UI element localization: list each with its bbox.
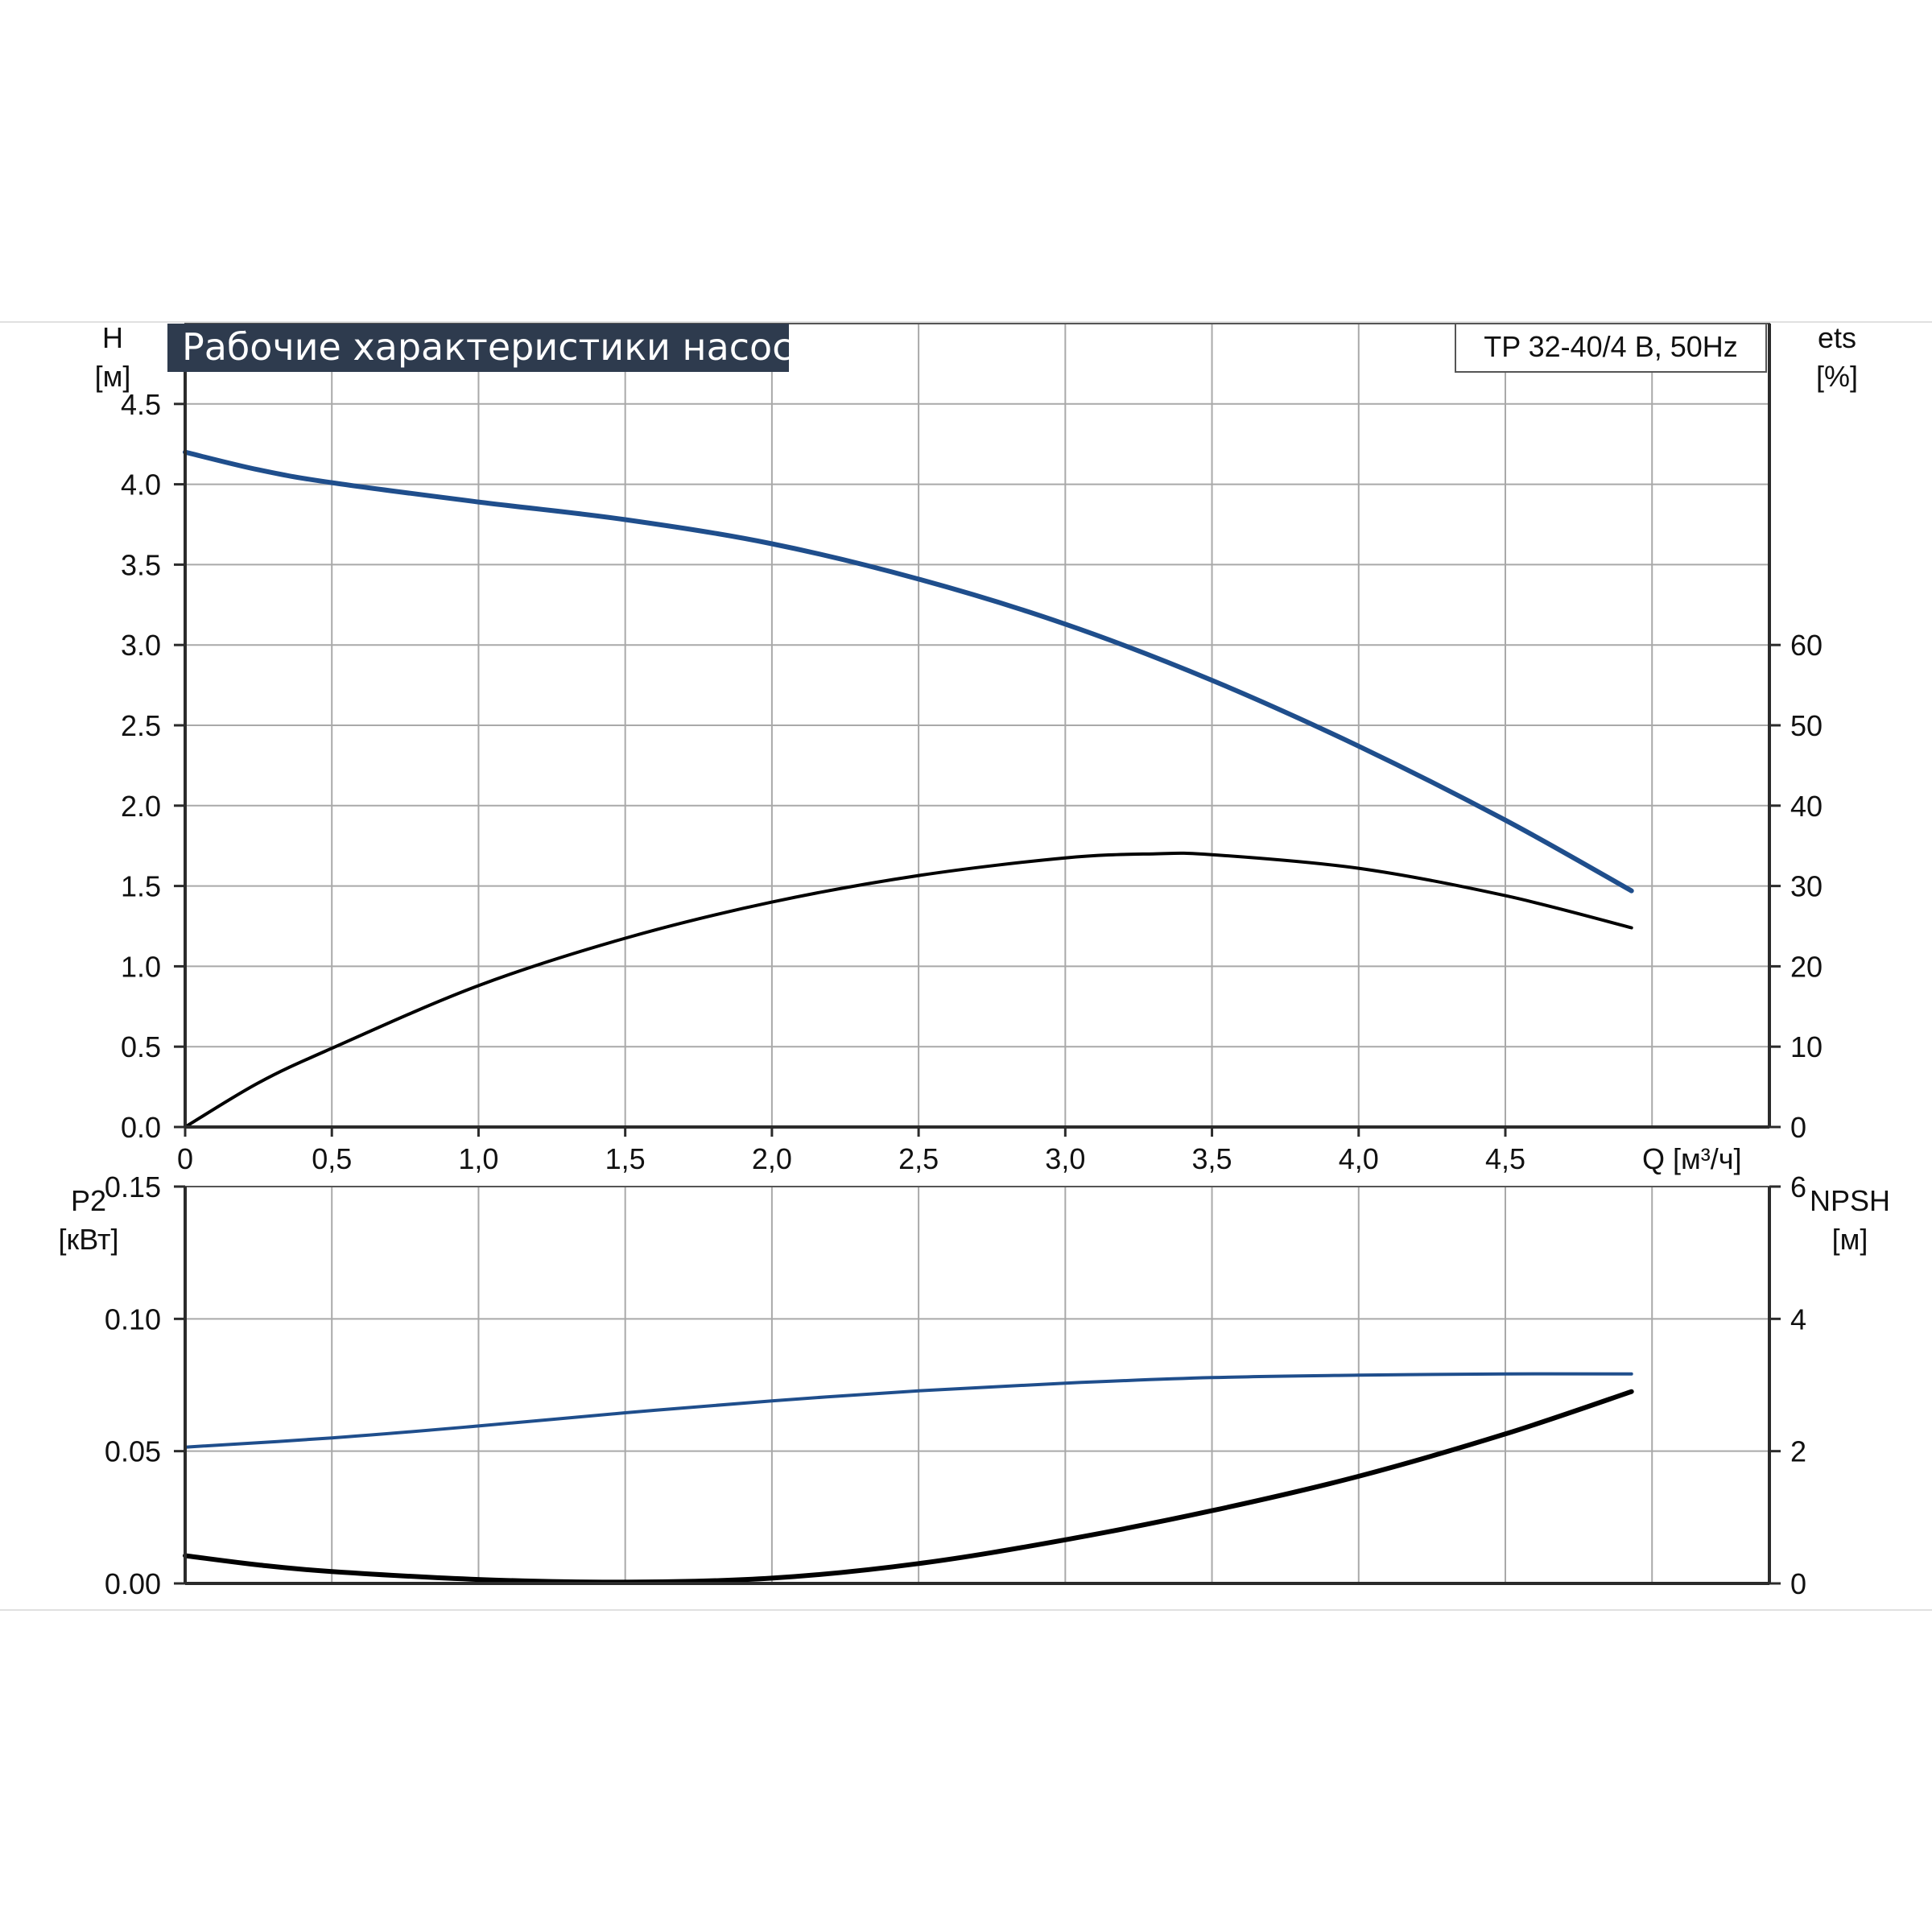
eta-tick-label: 10 <box>1790 1030 1823 1063</box>
x-tick-label: 2,5 <box>898 1142 939 1175</box>
h-tick-label: 2.0 <box>121 790 161 823</box>
h-tick-label: 1.0 <box>121 950 161 983</box>
chart-title-box: Рабочие характеристики насоса <box>167 324 815 372</box>
bottom-left-ticks: 0.00 0.05 0.10 0.15 <box>105 1170 185 1600</box>
npsh-tick-label: 0 <box>1790 1567 1806 1600</box>
h-tick-label: 0.0 <box>121 1111 161 1144</box>
p2-tick-label: 0.10 <box>105 1302 161 1335</box>
h-axis-label: H <box>102 321 123 354</box>
h-tick-label: 3.0 <box>121 629 161 662</box>
pump-model-label: TP 32-40/4 B, 50Hz <box>1484 330 1738 363</box>
efficiency-curve <box>184 851 1633 1129</box>
eta-tick-label: 60 <box>1790 629 1823 662</box>
p2-tick-label: 0.15 <box>105 1170 161 1203</box>
x-tick-label: 4,5 <box>1485 1142 1525 1175</box>
eta-axis-label: ets <box>1818 321 1856 354</box>
npsh-tick-label: 4 <box>1790 1302 1806 1335</box>
npsh-tick-label: 6 <box>1790 1170 1806 1203</box>
chart-title-background <box>167 324 789 372</box>
h-tick-label: 0.5 <box>121 1030 161 1063</box>
top-series <box>183 449 1634 1129</box>
h-tick-label: 4.5 <box>121 388 161 421</box>
chart-title: Рабочие характеристики насоса <box>182 325 815 369</box>
eta-tick-label: 40 <box>1790 790 1823 823</box>
top-grid <box>185 323 1769 1127</box>
x-tick-label: 3,5 <box>1192 1142 1232 1175</box>
x-ticks: 0 0,5 1,0 1,5 2,0 2,5 3,0 3,5 4,0 4,5 <box>177 1127 1525 1175</box>
top-left-ticks: 0.0 0.5 1.0 1.5 2.0 2.5 3.0 3.5 4.0 4.5 <box>121 388 185 1144</box>
model-box-background <box>1455 323 1767 373</box>
bottom-grid <box>185 1186 1769 1583</box>
x-tick-label: 0,5 <box>312 1142 352 1175</box>
model-box: TP 32-40/4 B, 50Hz <box>1455 323 1767 373</box>
top-panel: 0.0 0.5 1.0 1.5 2.0 2.5 3.0 3.5 4.0 4.5 0 10 20 30 40… <box>95 321 1858 1175</box>
npsh-axis-label: NPSH <box>1810 1184 1890 1217</box>
p2-tick-label: 0.00 <box>105 1567 161 1600</box>
top-right-ticks: 0 10 20 30 40 50 60 <box>1769 629 1823 1144</box>
npsh-tick-label: 2 <box>1790 1435 1806 1468</box>
x-tick-label: 2,0 <box>752 1142 792 1175</box>
eta-axis-unit: [%] <box>1816 360 1858 393</box>
x-tick-label: 4,0 <box>1339 1142 1379 1175</box>
bottom-panel: 0.00 0.05 0.10 0.15 0 2 4 6 P2 [кВт] NPSH [м] <box>58 1170 1890 1600</box>
npsh-curve <box>183 1389 1634 1585</box>
h-axis-unit: [м] <box>95 360 131 393</box>
head-curve <box>183 449 1634 894</box>
eta-tick-label: 0 <box>1790 1111 1806 1144</box>
bottom-right-ticks: 0 2 4 6 <box>1769 1170 1806 1600</box>
p2-tick-label: 0.05 <box>105 1435 161 1468</box>
x-tick-label: 3,0 <box>1045 1142 1085 1175</box>
eta-tick-label: 30 <box>1790 870 1823 903</box>
x-tick-label: 1,5 <box>605 1142 646 1175</box>
x-tick-label: 0 <box>177 1142 193 1175</box>
power-curve <box>184 1372 1633 1449</box>
h-tick-label: 2.5 <box>121 709 161 742</box>
x-tick-label: 1,0 <box>458 1142 498 1175</box>
p2-axis-unit: [кВт] <box>58 1223 118 1256</box>
p2-axis-label: P2 <box>71 1184 106 1217</box>
bottom-plot-frame <box>184 1186 1770 1584</box>
eta-tick-label: 20 <box>1790 950 1823 983</box>
h-tick-label: 4.0 <box>121 469 161 502</box>
npsh-axis-unit: [м] <box>1832 1223 1868 1256</box>
h-tick-label: 1.5 <box>121 870 161 903</box>
h-tick-label: 3.5 <box>121 548 161 581</box>
eta-tick-label: 50 <box>1790 709 1823 742</box>
x-axis-label: Q [м³/ч] <box>1642 1142 1742 1175</box>
bottom-series <box>183 1372 1634 1585</box>
